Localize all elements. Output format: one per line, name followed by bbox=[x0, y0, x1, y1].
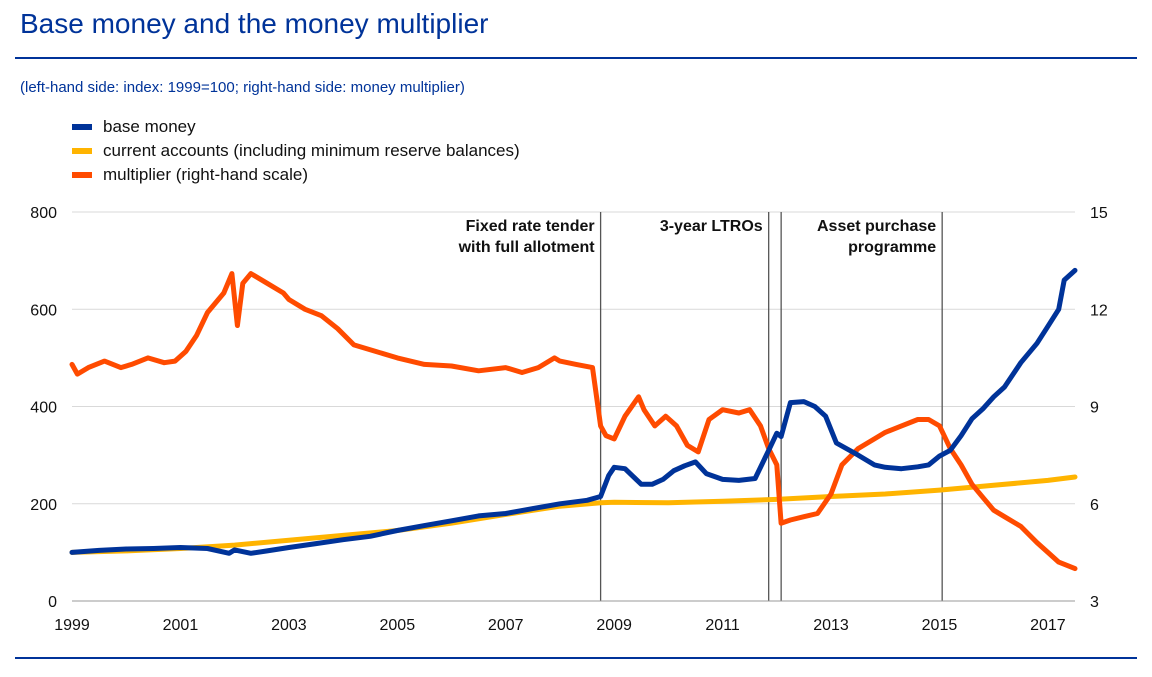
legend-swatch-base-money bbox=[72, 124, 92, 130]
annotation-0-line-1: with full allotment bbox=[458, 239, 596, 256]
y-right-tick-label: 15 bbox=[1090, 205, 1108, 222]
y-left-tick-label: 0 bbox=[48, 594, 57, 611]
y-right-tick-label: 6 bbox=[1090, 497, 1099, 514]
series-line-current-accounts bbox=[69, 474, 1078, 555]
x-tick-label: 2015 bbox=[922, 617, 958, 634]
y-right-tick-label: 12 bbox=[1090, 302, 1108, 319]
legend-label-multiplier: multiplier (right-hand scale) bbox=[103, 165, 309, 184]
legend: base money current accounts (including m… bbox=[72, 115, 520, 187]
x-tick-label: 2013 bbox=[813, 617, 849, 634]
annotation-2-line-0: Asset purchase bbox=[817, 218, 936, 235]
annotation-2-line-1: programme bbox=[848, 239, 936, 256]
x-tick-label: 2011 bbox=[705, 617, 740, 634]
annotation-1-line-0: 3-year LTROs bbox=[660, 218, 763, 235]
legend-item-multiplier: multiplier (right-hand scale) bbox=[72, 163, 520, 187]
x-tick-label: 2003 bbox=[271, 617, 307, 634]
y-right-tick-label: 3 bbox=[1090, 594, 1099, 611]
chart-title: Base money and the money multiplier bbox=[20, 8, 489, 39]
legend-swatch-current-accounts bbox=[72, 148, 92, 154]
y-right-tick-label: 9 bbox=[1090, 400, 1099, 417]
x-tick-label: 2005 bbox=[380, 617, 416, 634]
chart-subtitle: (left-hand side: index: 1999=100; right-… bbox=[20, 79, 465, 96]
x-tick-label: 1999 bbox=[54, 617, 90, 634]
x-tick-label: 2007 bbox=[488, 617, 524, 634]
y-left-tick-label: 800 bbox=[30, 205, 57, 222]
x-tick-label: 2017 bbox=[1030, 617, 1066, 634]
x-tick-label: 2001 bbox=[163, 617, 199, 634]
legend-label-base-money: base money bbox=[103, 117, 196, 136]
legend-swatch-multiplier bbox=[72, 172, 92, 178]
y-left-tick-label: 400 bbox=[30, 400, 57, 417]
series-line-base-money bbox=[69, 267, 1078, 556]
legend-item-current-accounts: current accounts (including minimum rese… bbox=[72, 139, 520, 163]
x-tick-label: 2009 bbox=[596, 617, 632, 634]
bottom-rule bbox=[15, 657, 1137, 659]
y-left-tick-label: 200 bbox=[30, 497, 57, 514]
y-left-tick-label: 600 bbox=[30, 302, 57, 319]
top-rule bbox=[15, 57, 1137, 59]
annotation-0-line-0: Fixed rate tender bbox=[466, 218, 595, 235]
series-line-multiplier bbox=[69, 271, 1078, 572]
legend-label-current-accounts: current accounts (including minimum rese… bbox=[103, 141, 520, 160]
legend-item-base-money: base money bbox=[72, 115, 520, 139]
